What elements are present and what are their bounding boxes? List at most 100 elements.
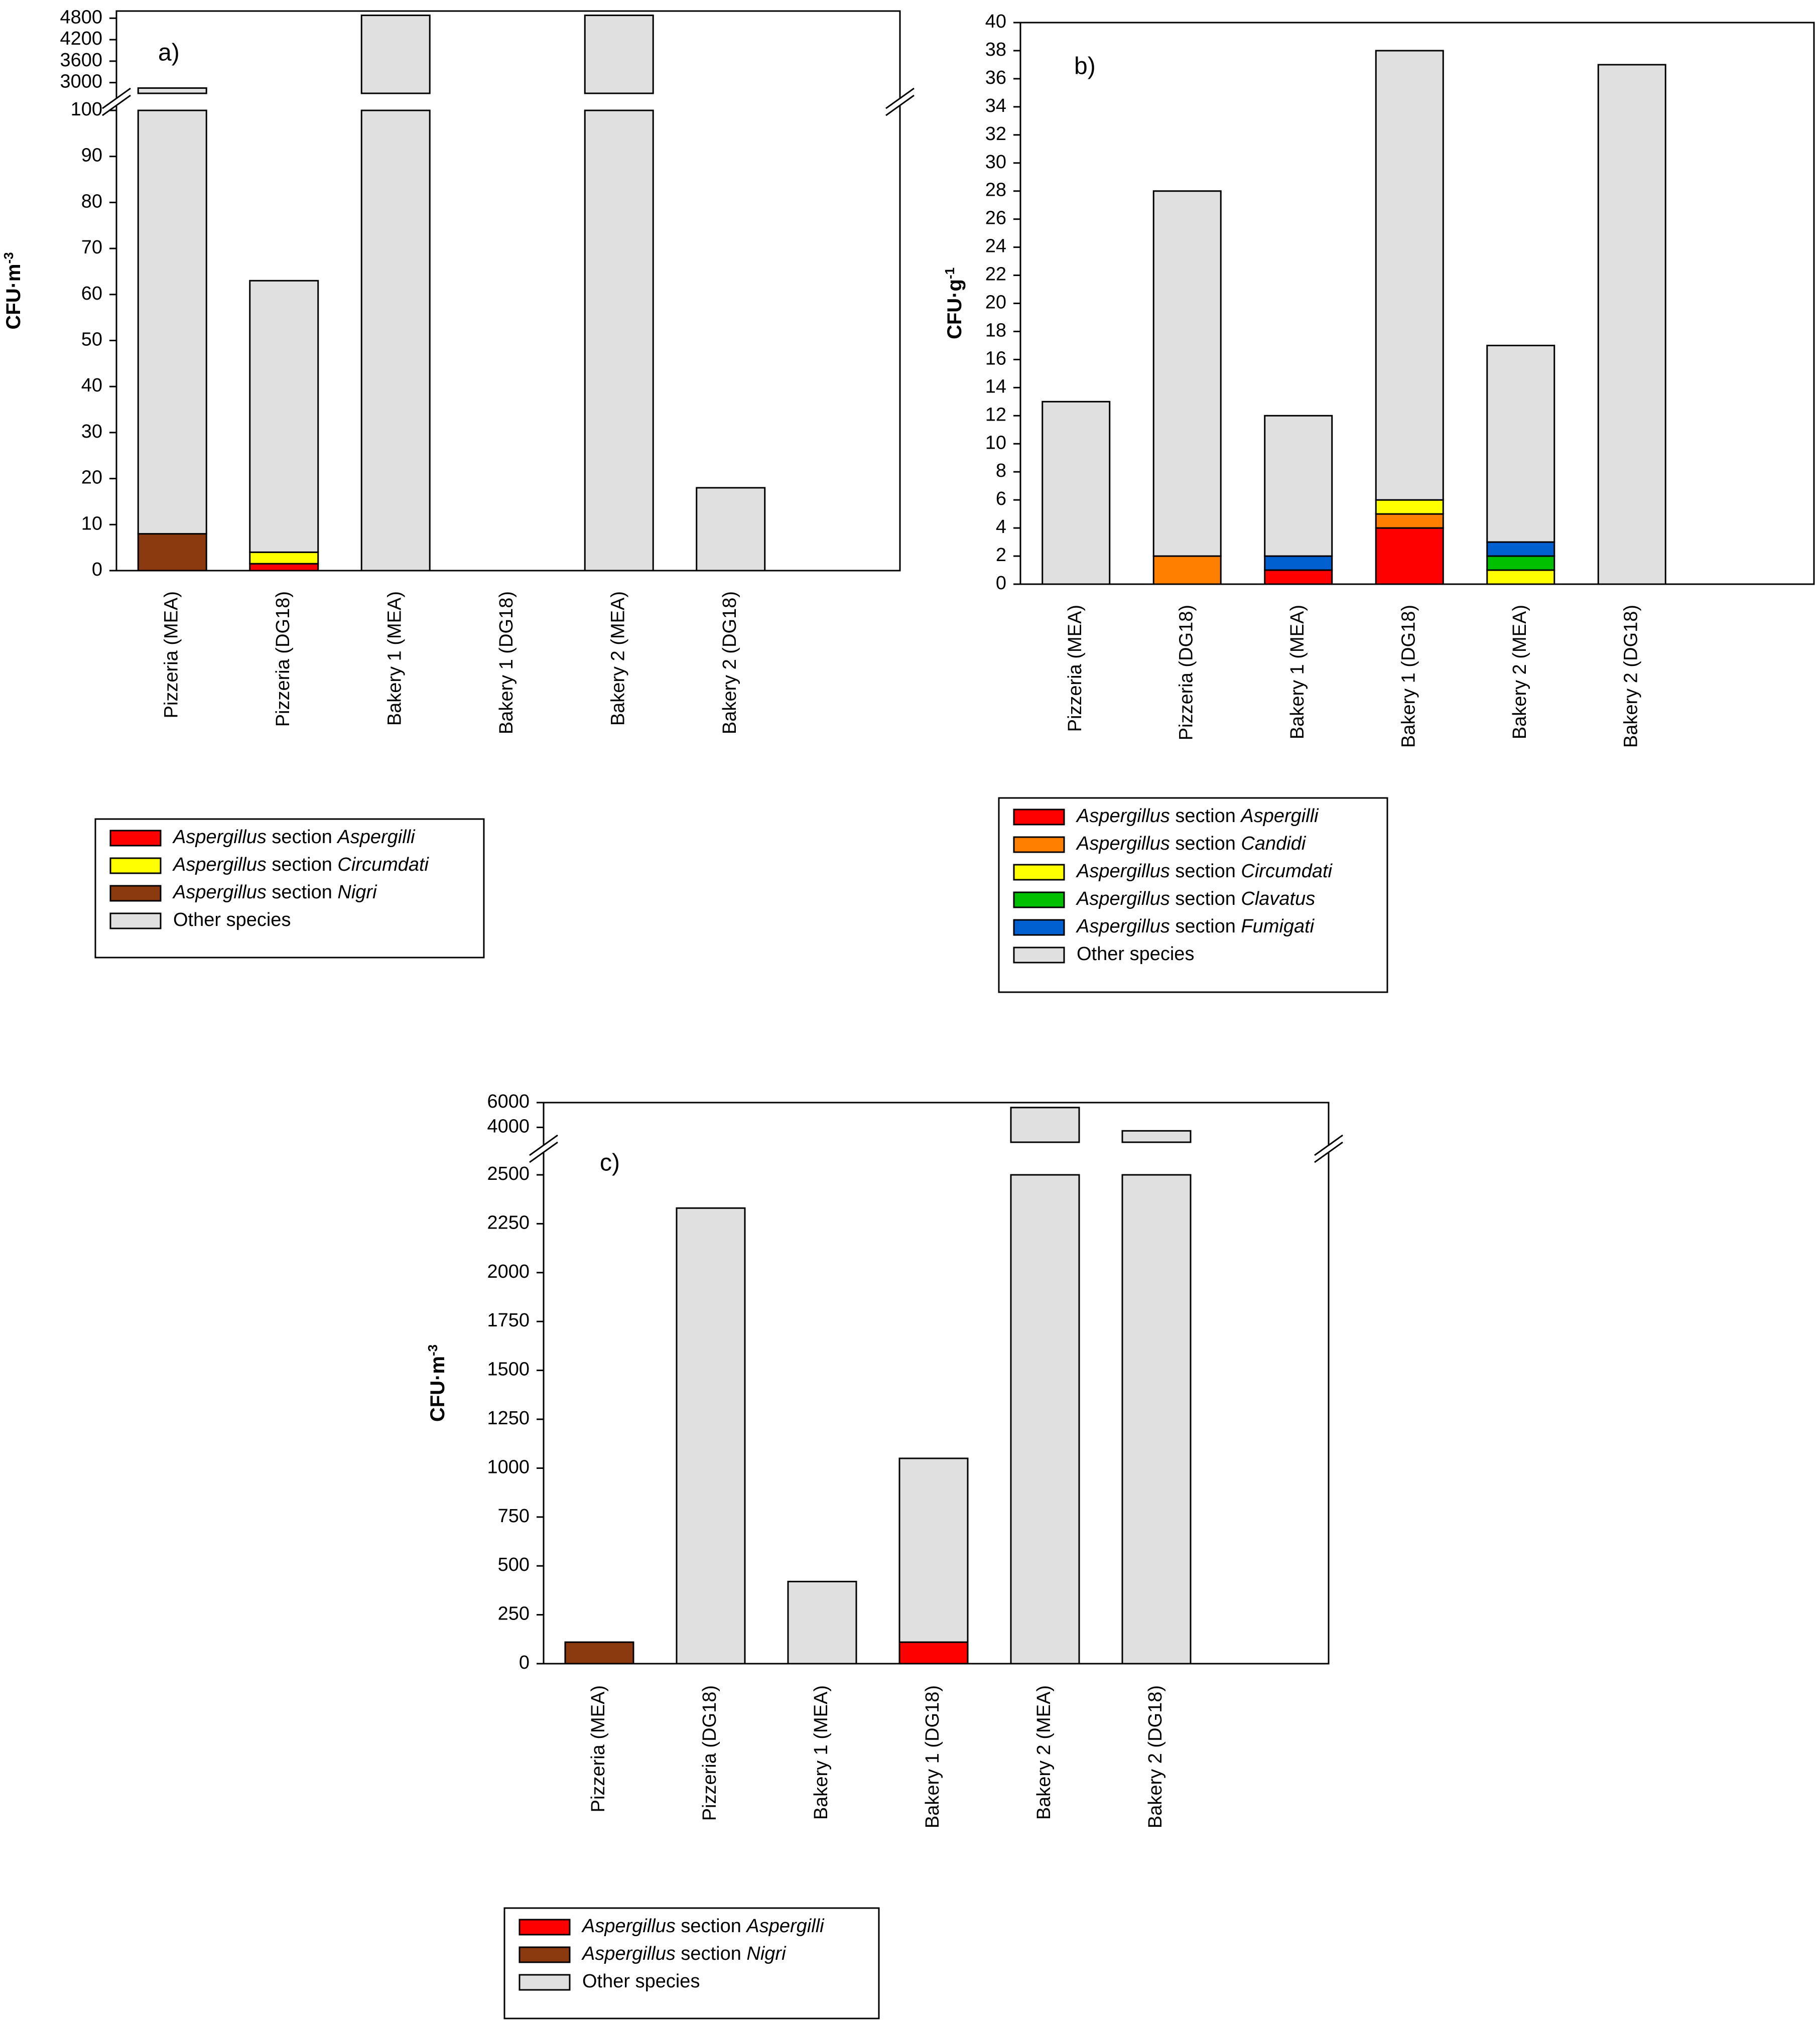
axis-break-gap-left [534,1145,554,1152]
y-tick-label: 8 [996,460,1006,481]
category-label: Bakery 2 (DG18) [1620,605,1641,748]
legend-section: Nigri [746,1943,787,1964]
bar-segment [1486,541,1555,557]
legend-entry: Other species [1077,943,1194,965]
y-tick-label: 40 [985,11,1006,32]
y-tick-label: 30 [81,421,102,442]
category-label: Bakery 2 (MEA) [1033,1685,1055,1820]
legend-entry: Aspergillus section Circumdati [172,854,430,875]
bar-segment [1375,513,1444,529]
legend-entry: Aspergillus section Aspergilli [581,1916,825,1937]
bar-segment [1264,555,1333,571]
bar-segment [1010,1174,1080,1665]
bar-segment [1375,527,1444,585]
legend-swatch [518,1946,571,1963]
panel-b-chart: 0246810121416182022242628303234363840CFU… [942,11,1815,993]
bar-segment [1264,569,1333,585]
y-tick-label: 30 [985,152,1006,173]
panel-label: b) [1074,53,1096,80]
legend-swatch [109,857,162,874]
y-tick-label: 4800 [60,7,102,28]
y-tick-label: 6000 [487,1091,530,1112]
bar-segment [1152,555,1222,585]
legend-entry: Aspergillus section Aspergilli [1076,805,1319,827]
y-tick-label: 4200 [60,28,102,49]
bar-segment [1010,1107,1080,1143]
legend-genus: Aspergillus [172,882,267,903]
y-axis-label-exponent: -3 [425,1344,440,1356]
legend-entry: Other species [173,909,291,930]
y-tick-label: 2500 [487,1163,530,1184]
legend-swatch [1013,836,1065,853]
legend-swatch [1013,808,1065,826]
bar-segment [676,1207,746,1665]
legend-section: Circumdati [337,854,429,875]
y-tick-label: 10 [985,432,1006,453]
y-tick-label: 50 [81,329,102,350]
y-tick-label: 22 [985,264,1006,285]
y-tick-label: 24 [985,236,1006,257]
y-tick-label: 90 [81,145,102,166]
bar-segment [1597,64,1666,585]
legend-swatch [1013,919,1065,936]
y-tick-label: 18 [985,320,1006,341]
y-tick-label: 14 [985,376,1006,397]
axis-break-mark [1314,1141,1343,1163]
y-tick-label: 2250 [487,1212,530,1233]
bar-segment [1121,1174,1192,1665]
legend-section: Clavatus [1241,888,1315,909]
bar-segment [137,87,207,94]
axis-break-gap-left [106,98,126,105]
legend-mid: section [1170,916,1241,937]
legend-swatch [109,830,162,847]
bar-segment [564,1641,634,1665]
axis-break-mark [102,87,131,109]
bar-segment [137,533,207,572]
category-label: Pizzeria (MEA) [161,591,182,718]
y-tick-label: 4000 [487,1116,530,1137]
category-label: Bakery 1 (DG18) [1398,605,1419,748]
category-label: Pizzeria (DG18) [1176,605,1197,740]
bar-segment [1486,569,1555,585]
legend-swatch [518,1974,571,1991]
category-label: Pizzeria (DG18) [699,1685,720,1821]
y-tick-label: 750 [498,1506,530,1527]
legend-entry: Aspergillus section Aspergilli [172,827,416,848]
bar-segment [249,551,319,565]
legend-swatch [1013,891,1065,908]
y-axis-label-exponent: -3 [1,252,16,263]
y-tick-label: 20 [985,292,1006,313]
y-tick-label: 0 [92,559,102,580]
bar-segment [898,1641,969,1665]
legend-mid: section [267,827,338,848]
legend-section: Fumigati [1241,916,1315,937]
panel-label: a) [158,40,180,66]
category-label: Bakery 1 (DG18) [496,591,517,734]
bar-segment [137,109,207,535]
y-axis-label: CFU·m-3 [1,252,25,329]
category-label: Pizzeria (MEA) [1065,605,1086,732]
legend-section: Nigri [337,882,377,903]
y-axis-label-text: CFU·g [944,279,966,339]
y-tick-label: 3000 [60,71,102,92]
panel-c-chart: 0 250 500 750 1000 1250 1500 1750 2000 2250 2500 40… [425,1091,1343,2019]
y-axis-label-text: CFU·m [427,1356,449,1422]
y-tick-label: 1750 [487,1310,530,1331]
legend-swatch [1013,864,1065,881]
legend-mid: section [267,854,338,875]
y-tick-label: 1500 [487,1359,530,1380]
legend-entry: Aspergillus section Circumdati [1076,861,1333,882]
legend-genus: Aspergillus [581,1916,676,1937]
category-label: Pizzeria (MEA) [588,1685,609,1812]
bar-segment [1121,1130,1192,1143]
legend-mid: section [1170,888,1241,909]
y-tick-label: 32 [985,123,1006,145]
legend-genus: Aspergillus [1076,805,1170,827]
bar-segment [249,280,319,553]
legend-section: Aspergilli [745,1916,825,1937]
axis-break-mark [529,1134,558,1156]
legend-genus: Aspergillus [1076,861,1170,882]
y-tick-label: 100 [71,99,102,120]
